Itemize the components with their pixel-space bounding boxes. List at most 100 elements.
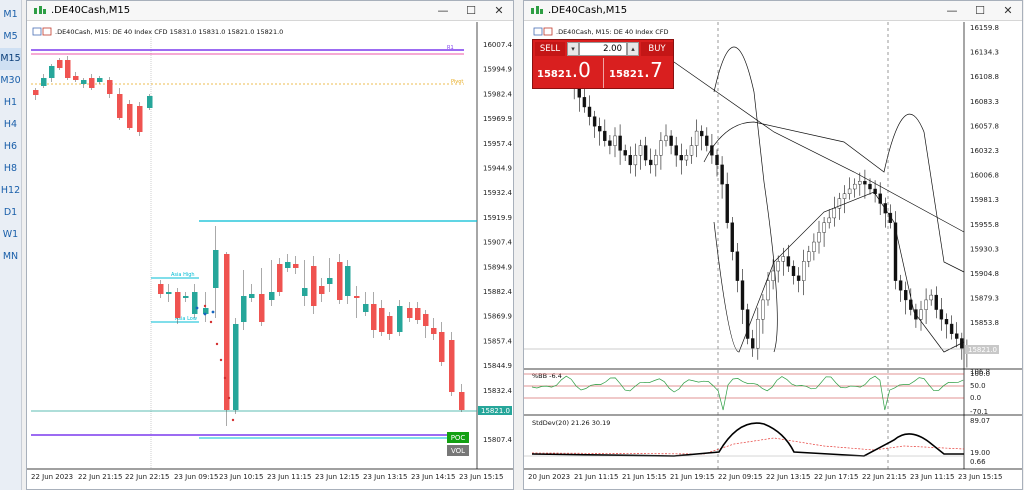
vol-badge-text: VOL [451,447,465,455]
price-axis-label: 15807.4 [483,436,512,444]
bb-line [531,375,964,411]
price-axis-label: 15981.3 [970,196,999,204]
time-axis-label: 23 Jun 15:15 [459,473,503,481]
timeframe-mn[interactable]: MN [2,251,19,262]
timeframe-sidebar: M1 M5 M15 M30 H1 H4 H6 H8 H12 D1 W1 MN [0,0,22,490]
timeframe-h4[interactable]: H4 [3,119,18,130]
time-axis-label: 22 Jun 22:15 [125,473,169,481]
current-price-tag-text: 15821.0 [968,346,997,354]
bb-axis-label: 50.0 [970,382,986,390]
price-axis-label: 16134.3 [970,49,999,57]
price-axis-label: 15944.9 [483,165,512,173]
price-axis-label: 15930.3 [970,245,999,253]
time-axis-label: 22 Jun 13:15 [766,473,810,481]
stddev-axis-label: 0.66 [970,458,986,466]
price-axis-label: 15932.4 [483,189,512,197]
left-window-title: .DE40Cash,M15 [51,5,131,16]
timeframe-h1[interactable]: H1 [3,97,18,108]
price-axis-label: 15907.4 [483,239,512,247]
time-axis-label: 23 Jun 09:15 [174,473,218,481]
current-price-tag-text: 15821.0 [481,407,510,415]
bb-axis-label: 100.0 [970,370,990,378]
price-axis-label: 16006.8 [970,172,999,180]
timeframe-h8[interactable]: H8 [3,163,18,174]
time-axis-label: 22 Jun 21:15 [862,473,906,481]
sell-price-big: .0 [571,58,591,82]
price-axis-label: 15904.8 [970,270,999,278]
time-axis-label: 23 Jun 10:15 [219,473,263,481]
time-axis-label: 23 Jun 13:15 [363,473,407,481]
time-axis-label: 22 Jun 17:15 [814,473,858,481]
price-axis-label: 15857.4 [483,337,512,345]
price-axis-label: 16083.3 [970,98,999,106]
time-axis-label: 23 Jun 11:15 [910,473,954,481]
right-price-chart[interactable]: .DE40Cash, M15: DE 40 Index CFD 16159.8 1… [524,22,1022,490]
left-window-titlebar[interactable]: .DE40Cash,M15 — ☐ ✕ [27,1,513,21]
timeframe-m30[interactable]: M30 [0,75,21,86]
time-axis-label: 20 Jun 2023 [528,473,570,481]
chart-header-icons [533,27,553,36]
one-click-trading-panel: SELL ▾ 2.00 ▴ BUY 15821.0 15821.7 [532,39,674,89]
r1-label: R1 [447,45,454,51]
time-axis-label: 21 Jun 15:15 [622,473,666,481]
vol-badge[interactable] [447,445,469,456]
time-axis-label: 23 Jun 15:15 [958,473,1002,481]
maximize-button[interactable]: ☐ [466,4,476,17]
time-axis-label: 21 Jun 19:15 [670,473,714,481]
time-axis-label: 23 Jun 14:15 [411,473,455,481]
chart-window-icon [531,6,543,14]
poc-badge-text: POC [451,434,466,442]
current-price-tag [478,406,512,415]
timeframe-m1[interactable]: M1 [3,9,18,20]
buy-price-small: 15821 [609,69,644,80]
left-chart-header: .DE40Cash, M15: DE 40 Index CFD 15831.0 … [55,28,283,36]
close-button[interactable]: ✕ [1003,4,1013,17]
price-axis-label: 16159.8 [970,24,999,32]
time-axis-label: 21 Jun 11:15 [574,473,618,481]
timeframe-m15[interactable]: M15 [0,48,21,70]
minimize-button[interactable]: — [437,4,449,17]
timeframe-d1[interactable]: D1 [3,207,18,218]
timeframe-m5[interactable]: M5 [3,31,18,42]
poc-badge[interactable] [447,432,469,443]
close-button[interactable]: ✕ [494,4,504,17]
bb-axis-label: -70.1 [970,408,988,416]
price-axis-label: 15994.9 [483,66,512,74]
maximize-button[interactable]: ☐ [975,4,985,17]
left-chart-window: .DE40Cash,M15 — ☐ ✕ .DE40Cash, M15: DE 4… [26,0,514,490]
buy-price-big: .7 [643,58,663,82]
time-axis-label: 23 Jun 12:15 [315,473,359,481]
current-price-tag [965,345,999,354]
price-axis-label: 15894.9 [483,263,512,271]
right-time-axis: 20 Jun 2023 21 Jun 11:15 21 Jun 15:15 21 Ju… [528,473,1002,481]
right-chart-window: .DE40Cash,M15 — ☐ ✕ .DE40Cash, M15: DE 4… [523,0,1023,490]
right-window-titlebar[interactable]: .DE40Cash,M15 — ☐ ✕ [524,1,1022,21]
price-axis-label: 15869.9 [483,313,512,321]
price-axis-label: 15844.9 [483,362,512,370]
lots-decrease-button[interactable]: ▾ [567,42,579,56]
price-axis-label: 16108.8 [970,73,999,81]
stddev-axis-label: 89.07 [970,417,990,425]
bb-indicator-label: %BB -6.4 [532,372,562,380]
sell-price[interactable]: 15821.0 [537,58,591,82]
timeframe-w1[interactable]: W1 [2,229,19,240]
buy-price[interactable]: 15821.7 [609,58,663,82]
chart-header-icons [32,27,52,36]
chart-window-icon [34,6,46,14]
sell-button[interactable]: SELL [535,42,565,56]
price-axis-label: 16032.3 [970,147,999,155]
left-price-chart[interactable]: .DE40Cash, M15: DE 40 Index CFD 15831.0 … [27,22,513,490]
asia-low-label: Asia Low [175,316,197,322]
lots-increase-button[interactable]: ▴ [627,42,639,56]
lots-input[interactable]: 2.00 [579,42,627,56]
left-time-axis: 22 Jun 2023 22 Jun 21:15 22 Jun 22:15 23 Ju… [31,473,503,481]
price-axis-label: 16007.4 [483,41,512,49]
price-axis-label: 15955.8 [970,221,999,229]
price-axis-label: 15853.8 [970,319,999,327]
minimize-button[interactable]: — [946,4,958,17]
timeframe-h12[interactable]: H12 [0,185,21,196]
buy-button[interactable]: BUY [641,42,673,56]
timeframe-h6[interactable]: H6 [3,141,18,152]
right-chart-header: .DE40Cash, M15: DE 40 Index CFD [556,28,669,36]
